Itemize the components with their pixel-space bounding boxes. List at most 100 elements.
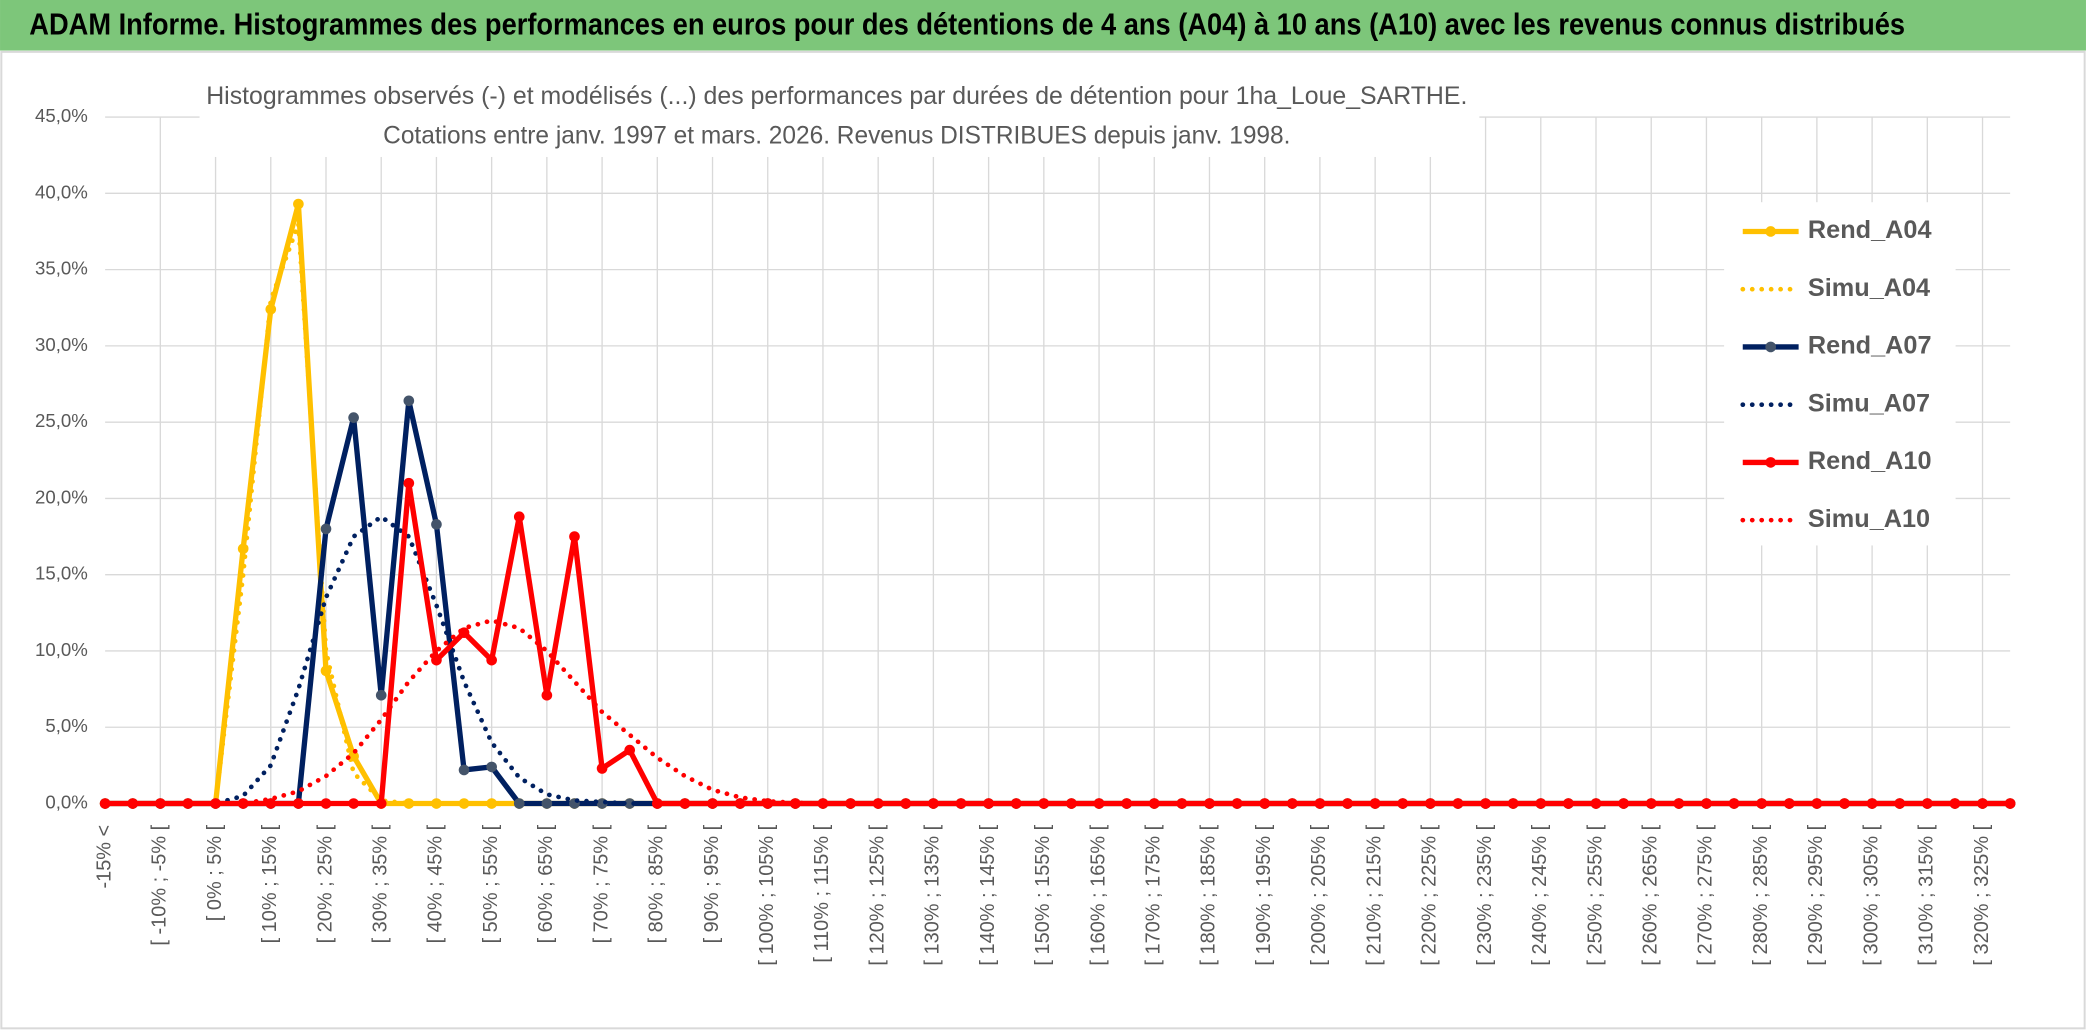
marker [596,763,608,774]
x-tick-label: [ 40% ; 45% [ [425,824,447,943]
legend-marker [1765,341,1777,353]
marker [1397,798,1409,809]
x-tick-label: [ 100% ; 105% [ [756,824,778,965]
x-tick-label: [ 30% ; 35% [ [369,824,391,943]
x-tick-label: [ 10% ; 15% [ [259,824,281,943]
legend-label: Simu_A04 [1808,274,1930,302]
x-tick-label: [ 20% ; 25% [ [314,824,336,943]
marker [375,798,387,809]
legend-box [1724,202,1956,546]
x-tick-label: [ 300% ; 305% [ [1860,824,1882,965]
marker [458,798,470,809]
legend-label: Rend_A04 [1808,216,1932,244]
marker [375,689,387,701]
marker [651,798,663,809]
marker [624,798,636,809]
marker [1507,798,1519,809]
marker [513,798,525,809]
x-tick-label: [ 200% ; 205% [ [1308,824,1330,965]
x-tick-label: [ 320% ; 325% [ [1971,824,1993,965]
y-tick-label: 0,0% [45,791,87,812]
x-tick-label: [ 110% ; 115% [ [811,824,833,962]
x-tick-label: [ 180% ; 185% [ [1198,824,1220,965]
chart-title: Histogrammes observés (-) et modélisés (… [206,82,1467,110]
marker [431,654,442,666]
x-tick-label: [ 60% ; 65% [ [535,824,557,943]
legend-label: Rend_A07 [1808,332,1932,360]
marker [1093,798,1105,809]
legend-label: Rend_A10 [1808,447,1932,475]
x-tick-label: [ 160% ; 165% [ [1087,824,1109,965]
marker [1839,798,1850,809]
x-tick-label: [ 220% ; 225% [ [1419,824,1441,965]
marker [541,689,553,701]
y-tick-label: 40,0% [35,181,88,202]
x-tick-label: [ 250% ; 255% [ [1584,824,1606,965]
x-tick-label: [ 130% ; 135% [ [922,824,944,965]
legend-marker [1765,226,1777,237]
x-tick-label: [ 270% ; 275% [ [1695,824,1717,965]
marker [431,519,442,530]
y-tick-label: 15,0% [35,563,88,584]
marker [541,798,553,809]
y-tick-label: 20,0% [35,486,88,507]
x-tick-label: [ 290% ; 295% [ [1805,824,1827,965]
x-tick-label: [ 260% ; 265% [ [1639,824,1661,965]
legend-label: Simu_A07 [1808,389,1930,417]
chart-subtitle: Cotations entre janv. 1997 et mars. 2026… [383,122,1290,150]
x-tick-label: [ 210% ; 215% [ [1363,824,1385,965]
marker [486,654,497,666]
y-tick-label: 30,0% [35,334,88,355]
marker [486,798,497,809]
y-tick-label: 10,0% [35,639,88,660]
marker [320,798,332,809]
legend-marker [1765,457,1777,468]
grid: 0,0% 5,0% 10,0% 15,0% 20,0% 25,0% 30,0% 35,0% 40… [35,105,2011,966]
marker [1369,798,1381,809]
header-bar [0,0,2086,51]
header-title: ADAM Informe. Histogrammes des performan… [29,8,1905,42]
marker [458,764,470,776]
marker [1148,798,1160,809]
marker [624,744,636,756]
plot [99,198,2016,809]
y-tick-label: 35,0% [35,258,88,279]
marker [1121,798,1132,809]
marker [513,511,525,523]
marker [1066,798,1077,809]
marker [293,198,304,210]
marker [1480,798,1491,809]
marker [1452,798,1464,809]
x-tick-label: [ 170% ; 175% [ [1143,824,1165,965]
marker [320,523,332,535]
x-tick-label: [ 310% ; 315% [ [1916,824,1938,965]
x-tick-label: [ 240% ; 245% [ [1529,824,1551,965]
marker [348,412,359,423]
marker [1783,798,1795,809]
marker [679,798,691,809]
x-tick-label: [ 230% ; 235% [ [1474,824,1496,965]
x-tick-label: [ 120% ; 125% [ [866,824,888,965]
x-tick-label: [ 150% ; 155% [ [1032,824,1054,965]
marker [1425,798,1436,809]
y-tick-label: 5,0% [45,715,87,736]
x-tick-label: [ 80% ; 85% [ [646,824,668,943]
chart-border [0,50,2086,1030]
marker [1866,798,1878,809]
series-line [102,618,2013,806]
marker [293,798,304,809]
marker [431,798,442,809]
marker [2004,798,2016,809]
x-tick-label: -15% < [93,825,115,889]
x-tick-label: [ 280% ; 285% [ [1750,824,1772,965]
legend-label: Simu_A10 [1808,505,1930,533]
marker [1038,798,1050,809]
x-tick-label: [ 50% ; 55% [ [480,824,502,943]
x-tick-label: [ 70% ; 75% [ [590,824,612,943]
marker [210,798,221,809]
marker [1756,798,1767,809]
legend: Rend_A04 Simu_A04 Rend_A07 Simu_A07 Rend_A10… [1740,216,1932,533]
marker [265,798,277,809]
marker [486,761,497,773]
